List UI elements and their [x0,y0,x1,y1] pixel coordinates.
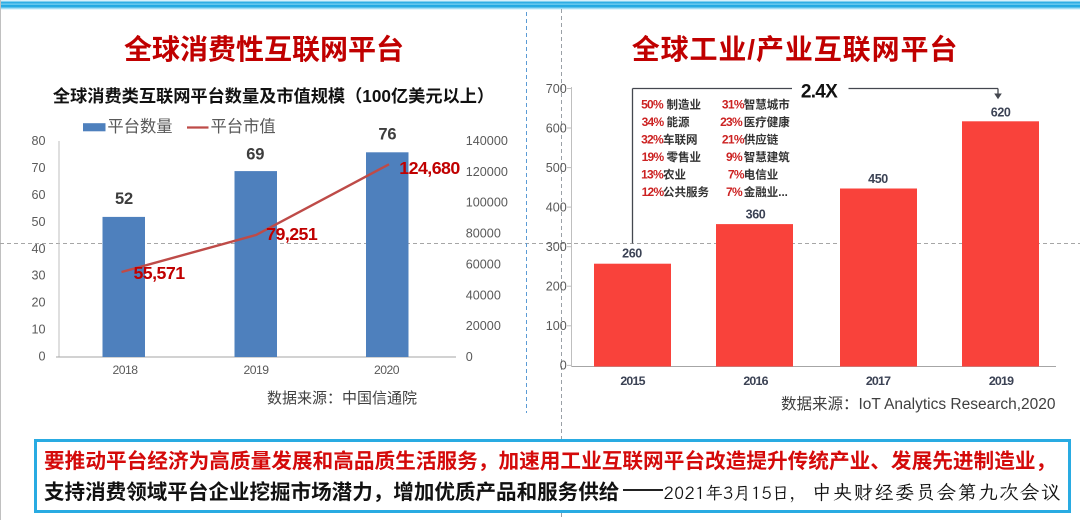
svg-text:80000: 80000 [466,227,501,241]
svg-text:0: 0 [466,350,473,364]
svg-text:69: 69 [246,145,264,163]
svg-text:0: 0 [38,350,45,364]
svg-text:70: 70 [31,161,45,175]
svg-text:医疗健康: 医疗健康 [744,115,790,129]
svg-text:700: 700 [546,82,567,96]
svg-text:40: 40 [31,242,45,256]
svg-text:2020: 2020 [374,363,400,377]
svg-text:260: 260 [622,247,642,261]
svg-text:2017: 2017 [866,374,891,388]
svg-text:智慧城市: 智慧城市 [744,98,790,112]
svg-text:2019: 2019 [989,374,1014,388]
svg-text:能源: 能源 [667,115,690,129]
svg-text:50%: 50% [641,98,664,112]
svg-text:620: 620 [991,105,1011,119]
svg-text:450: 450 [868,172,888,186]
svg-text:7%: 7% [728,168,745,182]
svg-text:120000: 120000 [466,165,508,179]
svg-text:124,680: 124,680 [399,158,460,178]
svg-text:车联网: 车联网 [663,133,698,147]
svg-text:60: 60 [31,188,45,202]
svg-text:32%: 32% [641,133,664,147]
svg-text:500: 500 [546,161,567,175]
svg-text:79,251: 79,251 [266,224,318,244]
svg-text:2018: 2018 [113,363,139,377]
svg-text:76: 76 [378,126,396,144]
svg-text:平台市值: 平台市值 [211,118,276,136]
svg-text:0: 0 [560,359,567,373]
svg-text:31%: 31% [722,98,745,112]
svg-text:100: 100 [546,319,567,333]
svg-text:55,571: 55,571 [133,263,185,283]
svg-text:2019: 2019 [244,363,270,377]
svg-text:7%: 7% [726,185,743,199]
svg-text:平台数量: 平台数量 [107,118,172,136]
svg-text:360: 360 [746,208,766,222]
svg-text:20: 20 [31,296,45,310]
svg-text:100000: 100000 [466,196,508,210]
svg-text:60000: 60000 [466,257,501,271]
svg-text:400: 400 [546,201,567,215]
svg-text:2.4X: 2.4X [801,82,838,103]
svg-text:200: 200 [546,280,567,294]
svg-text:40000: 40000 [466,288,501,302]
svg-text:300: 300 [546,240,567,254]
svg-text:公共服务: 公共服务 [663,185,709,199]
svg-text:供应链: 供应链 [744,133,779,147]
svg-text:52: 52 [115,190,133,208]
svg-text:80: 80 [31,134,45,148]
svg-text:9%: 9% [726,150,743,164]
svg-text:34%: 34% [642,115,665,129]
svg-text:30: 30 [31,269,45,283]
svg-text:50: 50 [31,215,45,229]
svg-text:2016: 2016 [743,374,768,388]
svg-text:140000: 140000 [466,134,508,148]
svg-text:电信业: 电信业 [744,168,779,182]
svg-text:金融业...: 金融业... [744,185,788,199]
svg-text:智慧建筑: 智慧建筑 [744,150,790,164]
svg-text:21%: 21% [722,133,745,147]
svg-text:13%: 13% [641,168,664,182]
svg-text:19%: 19% [642,150,665,164]
svg-text:农业: 农业 [663,168,686,182]
svg-text:10: 10 [31,323,45,337]
svg-text:零售业: 零售业 [667,150,702,164]
svg-text:12%: 12% [642,185,665,199]
svg-text:2015: 2015 [620,374,645,388]
svg-text:20000: 20000 [466,319,501,333]
svg-text:600: 600 [546,121,567,135]
svg-text:23%: 23% [720,115,743,129]
svg-text:制造业: 制造业 [667,98,702,112]
